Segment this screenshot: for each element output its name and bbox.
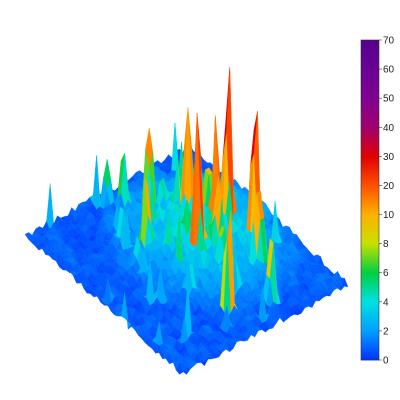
- colorbar-tick-label: 20: [383, 181, 395, 192]
- colorbar-tick-label: 6: [383, 268, 389, 279]
- colorbar-tick-label: 0: [383, 356, 389, 367]
- colorbar-tick-label: 8: [383, 239, 389, 250]
- surface-mesh: [24, 67, 349, 375]
- colorbar-tick-label: 40: [383, 123, 395, 134]
- colorbar-gradient-fill: [361, 40, 379, 360]
- colorbar-ticks: 0 2 4 6 8 10 20 30 40 50 60 70: [379, 36, 395, 367]
- colorbar-frame: [360, 39, 380, 361]
- colorbar-tick-label: 70: [383, 36, 395, 47]
- colorbar: 0 2 4 6 8 10 20 30 40 50 60 70: [360, 36, 395, 367]
- colorbar-tick-label: 4: [383, 297, 389, 308]
- colorbar-tick-label: 30: [383, 152, 395, 163]
- surface-facet: [46, 183, 54, 231]
- surface-facet: [179, 370, 187, 375]
- surface-facet: [92, 155, 101, 211]
- colorbar-tick-label: 50: [383, 94, 395, 105]
- colorbar-tick-label: 10: [383, 210, 395, 221]
- colorbar-tick-label: 60: [383, 65, 395, 76]
- colorbar-tick-label: 2: [383, 326, 389, 337]
- colorbar-gradient: [361, 40, 379, 361]
